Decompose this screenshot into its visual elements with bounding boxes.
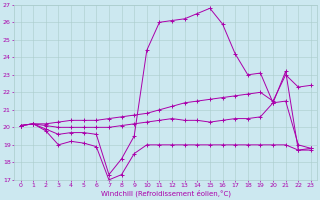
X-axis label: Windchill (Refroidissement éolien,°C): Windchill (Refroidissement éolien,°C) <box>101 190 231 197</box>
